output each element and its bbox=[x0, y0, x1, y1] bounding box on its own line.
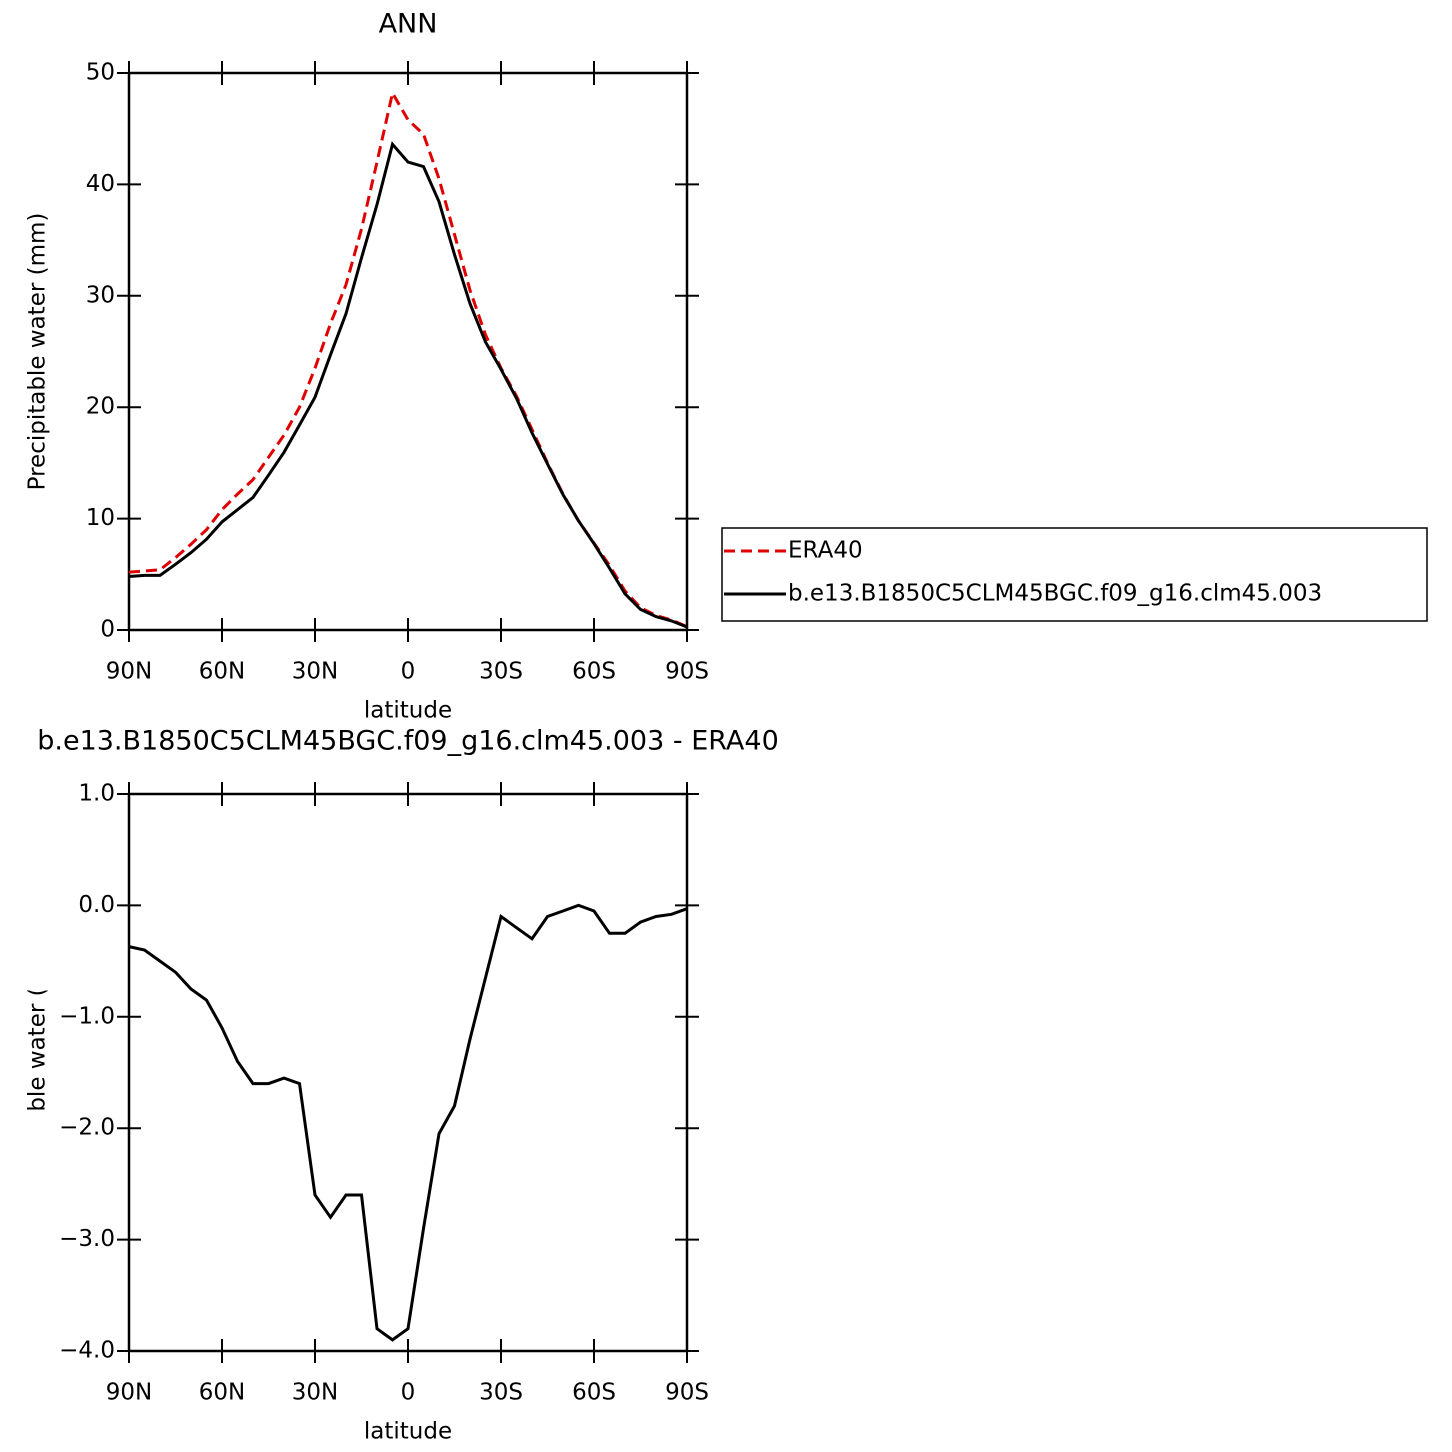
x-tick-label: 30S bbox=[479, 659, 523, 685]
x-tick-label: 90N bbox=[106, 1380, 152, 1406]
x-tick-label: 0 bbox=[401, 659, 416, 685]
y-axis-label: Precipitable water (mm) bbox=[25, 213, 51, 491]
chart-title: ANN bbox=[379, 9, 438, 40]
y-tick-label: −4.0 bbox=[59, 1338, 115, 1364]
data-line bbox=[128, 141, 688, 629]
data-line bbox=[128, 903, 688, 1342]
y-tick-label: 1.0 bbox=[78, 781, 115, 807]
plot-frame bbox=[127, 792, 689, 1353]
plot-frame bbox=[127, 71, 689, 632]
x-axis-label: latitude bbox=[364, 698, 452, 724]
x-tick-label: 90S bbox=[665, 659, 709, 685]
x-axis-label: latitude bbox=[364, 1419, 452, 1445]
legend-label: ERA40 bbox=[788, 538, 863, 564]
x-tick-label: 90N bbox=[106, 659, 152, 685]
y-tick-label: −2.0 bbox=[59, 1115, 115, 1141]
y-tick-label: 0.0 bbox=[78, 892, 115, 918]
x-tick-label: 60N bbox=[199, 1380, 245, 1406]
y-tick-label: 50 bbox=[86, 60, 115, 86]
x-tick-label: 30N bbox=[292, 1380, 338, 1406]
y-axis-label: Precipitable water (mm) bbox=[25, 934, 51, 1212]
x-tick-label: 30S bbox=[479, 1380, 523, 1406]
x-tick-label: 60S bbox=[572, 659, 616, 685]
y-tick-label: 40 bbox=[86, 171, 115, 197]
x-tick-label: 60S bbox=[572, 1380, 616, 1406]
legend-box bbox=[721, 527, 1428, 622]
x-tick-label: 30N bbox=[292, 659, 338, 685]
y-tick-label: −1.0 bbox=[59, 1003, 115, 1029]
y-tick-label: 20 bbox=[86, 394, 115, 420]
y-tick-label: 30 bbox=[86, 282, 115, 308]
data-line bbox=[128, 89, 688, 629]
y-tick-label: −3.0 bbox=[59, 1226, 115, 1252]
x-tick-label: 60N bbox=[199, 659, 245, 685]
y-tick-label: 0 bbox=[100, 617, 115, 643]
chart-title: b.e13.B1850C5CLM45BGC.f09_g16.clm45.003 … bbox=[37, 726, 779, 757]
x-tick-label: 90S bbox=[665, 1380, 709, 1406]
y-tick-label: 10 bbox=[86, 505, 115, 531]
x-tick-label: 0 bbox=[401, 1380, 416, 1406]
legend-label: b.e13.B1850C5CLM45BGC.f09_g16.clm45.003 bbox=[788, 581, 1322, 607]
